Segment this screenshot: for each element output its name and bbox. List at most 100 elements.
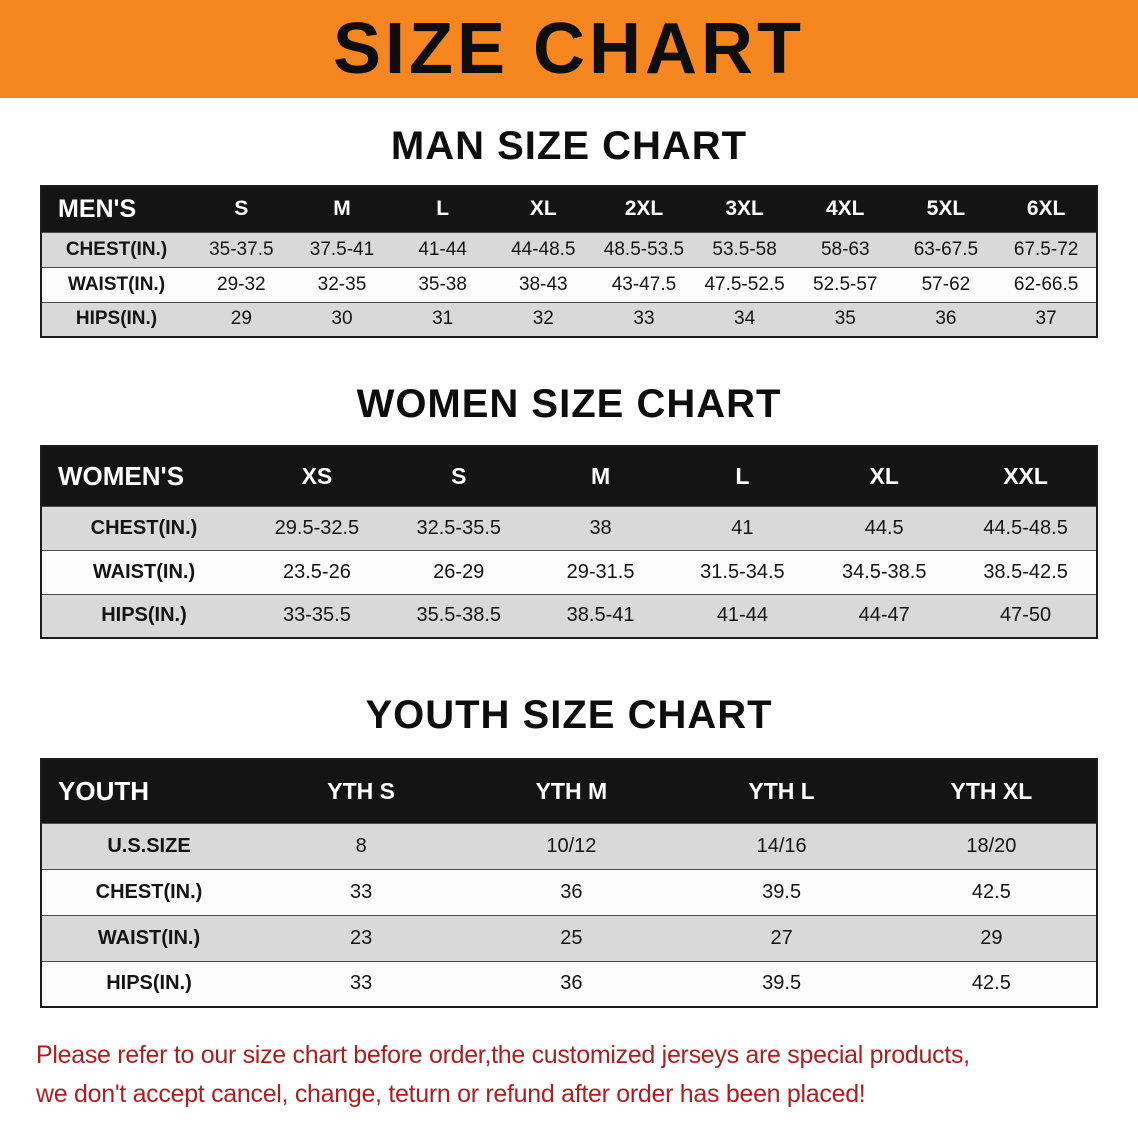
size-value: 18/20 — [966, 834, 1017, 857]
size-value: 25 — [560, 926, 583, 949]
measurement-row: WAIST(IN.) 23 25 27 29 — [41, 915, 1097, 961]
size-value: 53.5-58 — [712, 238, 777, 260]
row-label: U.S.SIZE — [107, 834, 191, 857]
row-label: HIPS(IN.) — [75, 308, 158, 330]
youth-section-heading: YOUTH SIZE CHART — [365, 693, 773, 737]
size-column-header: 2XL — [624, 197, 664, 221]
youth-size-chart-section: YOUTH SIZE CHART YOUTH YTH S YTH M YTH L YTH… — [0, 693, 1138, 1008]
size-value: 41 — [731, 516, 754, 539]
size-value: 36 — [560, 880, 583, 903]
men-section-heading: MAN SIZE CHART — [390, 124, 748, 168]
size-value: 35 — [834, 308, 856, 330]
size-column-header: M — [590, 462, 611, 489]
size-value: 35-38 — [418, 273, 467, 295]
size-header-row: YOUTH YTH S YTH M YTH L YTH XL — [41, 759, 1097, 823]
order-note-line-2: we don't accept cancel, change, teturn o… — [36, 1080, 866, 1108]
size-column-header: 3XL — [725, 197, 764, 221]
size-header-row: WOMEN'S XS S M L XL XXL — [41, 446, 1097, 506]
size-value: 33 — [350, 880, 373, 903]
row-label: WAIST(IN.) — [67, 273, 166, 295]
row-label: CHEST(IN.) — [95, 880, 203, 903]
women-section-heading: WOMEN SIZE CHART — [356, 382, 782, 426]
women-size-chart-section: WOMEN SIZE CHART WOMEN'S XS S M L XL XXL CHEST… — [0, 382, 1138, 639]
size-value: 44-47 — [858, 604, 910, 627]
size-value: 32-35 — [317, 273, 367, 295]
size-value: 30 — [331, 308, 353, 330]
size-column-header: XL — [869, 462, 899, 489]
size-column-header: 5XL — [926, 197, 966, 221]
size-value: 48.5-53.5 — [603, 238, 685, 260]
size-column-header: XXL — [1003, 462, 1048, 489]
row-label: CHEST(IN.) — [65, 238, 168, 260]
size-value: 31 — [432, 308, 454, 330]
men-size-chart-section: MAN SIZE CHART MEN'S S M L XL 2XL 3XL 4XL 5XL 6XL… — [0, 124, 1138, 338]
measurement-row: WAIST(IN.) 29-32 32-35 35-38 38-43 43-47.5 47.… — [41, 267, 1097, 302]
size-value: 27 — [770, 926, 793, 949]
order-note: Please refer to our size chart before or… — [0, 1038, 1138, 1112]
size-column-header: S — [451, 462, 467, 489]
size-value: 47.5-52.5 — [704, 273, 785, 295]
size-column-header: L — [735, 462, 750, 489]
size-value: 43-47.5 — [611, 273, 677, 295]
size-value: 42.5 — [971, 880, 1011, 903]
size-column-header: 4XL — [826, 197, 865, 221]
size-value: 26-29 — [433, 560, 485, 583]
row-label: HIPS(IN.) — [101, 604, 187, 627]
size-value: 41-44 — [716, 604, 768, 627]
size-value: 29-32 — [217, 273, 266, 295]
size-value: 52.5-57 — [813, 273, 878, 295]
size-column-header: L — [436, 197, 450, 221]
size-value: 39.5 — [762, 972, 802, 995]
size-value: 34 — [734, 308, 756, 330]
size-value: 58-63 — [820, 238, 870, 260]
size-value: 32 — [532, 308, 554, 330]
size-value: 62-66.5 — [1013, 273, 1079, 295]
size-value: 38-43 — [518, 273, 568, 295]
size-column-header: YTH M — [535, 777, 608, 804]
size-value: 32.5-35.5 — [416, 516, 501, 539]
measurement-row: U.S.SIZE 8 10/12 14/16 18/20 — [41, 823, 1097, 869]
row-label: CHEST(IN.) — [90, 516, 198, 539]
size-value: 29-31.5 — [566, 560, 635, 583]
size-value: 29 — [980, 926, 1003, 949]
size-column-header: YTH L — [748, 777, 815, 804]
size-value: 35.5-38.5 — [416, 604, 501, 627]
size-column-header: 6XL — [1026, 197, 1066, 221]
mens-size-table: MEN'S S M L XL 2XL 3XL 4XL 5XL 6XL CHEST(IN.) 35-3… — [40, 185, 1098, 338]
size-value: 36 — [935, 308, 957, 330]
measurement-row: CHEST(IN.) 33 36 39.5 42.5 — [41, 869, 1097, 915]
corner-label: MEN'S — [58, 194, 137, 223]
size-value: 14/16 — [756, 834, 807, 857]
size-value: 38.5-41 — [566, 604, 635, 627]
size-value: 29 — [230, 308, 252, 330]
size-value: 10/12 — [546, 834, 597, 857]
banner: SIZE CHART — [0, 0, 1138, 98]
size-value: 37.5-41 — [309, 238, 375, 260]
size-column-header: YTH XL — [950, 777, 1033, 804]
size-value: 44.5 — [864, 516, 904, 539]
measurement-row: HIPS(IN.) 33 36 39.5 42.5 — [41, 961, 1097, 1007]
size-value: 42.5 — [971, 972, 1011, 995]
measurement-row: HIPS(IN.) 29 30 31 32 33 34 35 36 37 — [41, 302, 1097, 337]
size-value: 63-67.5 — [913, 238, 979, 260]
size-column-header: XS — [301, 462, 333, 489]
row-label: WAIST(IN.) — [92, 560, 196, 583]
size-value: 41-44 — [418, 238, 467, 260]
corner-label: YOUTH — [58, 775, 149, 806]
size-value: 35-37.5 — [209, 238, 274, 260]
size-value: 23 — [350, 926, 373, 949]
size-column-header: XL — [529, 197, 557, 221]
size-value: 44.5-48.5 — [983, 516, 1068, 539]
womens-size-table: WOMEN'S XS S M L XL XXL CHEST(IN.) 29.5-32.5 32.… — [40, 445, 1098, 639]
size-value: 33 — [350, 972, 373, 995]
page-title: SIZE CHART — [333, 9, 805, 89]
size-value: 29.5-32.5 — [274, 516, 360, 539]
row-label: WAIST(IN.) — [97, 926, 201, 949]
size-column-header: S — [234, 197, 249, 221]
size-column-header: M — [333, 197, 351, 221]
size-value: 8 — [355, 834, 367, 857]
size-value: 37 — [1035, 308, 1057, 330]
size-value: 47-50 — [999, 604, 1052, 627]
size-value: 23.5-26 — [282, 560, 351, 583]
